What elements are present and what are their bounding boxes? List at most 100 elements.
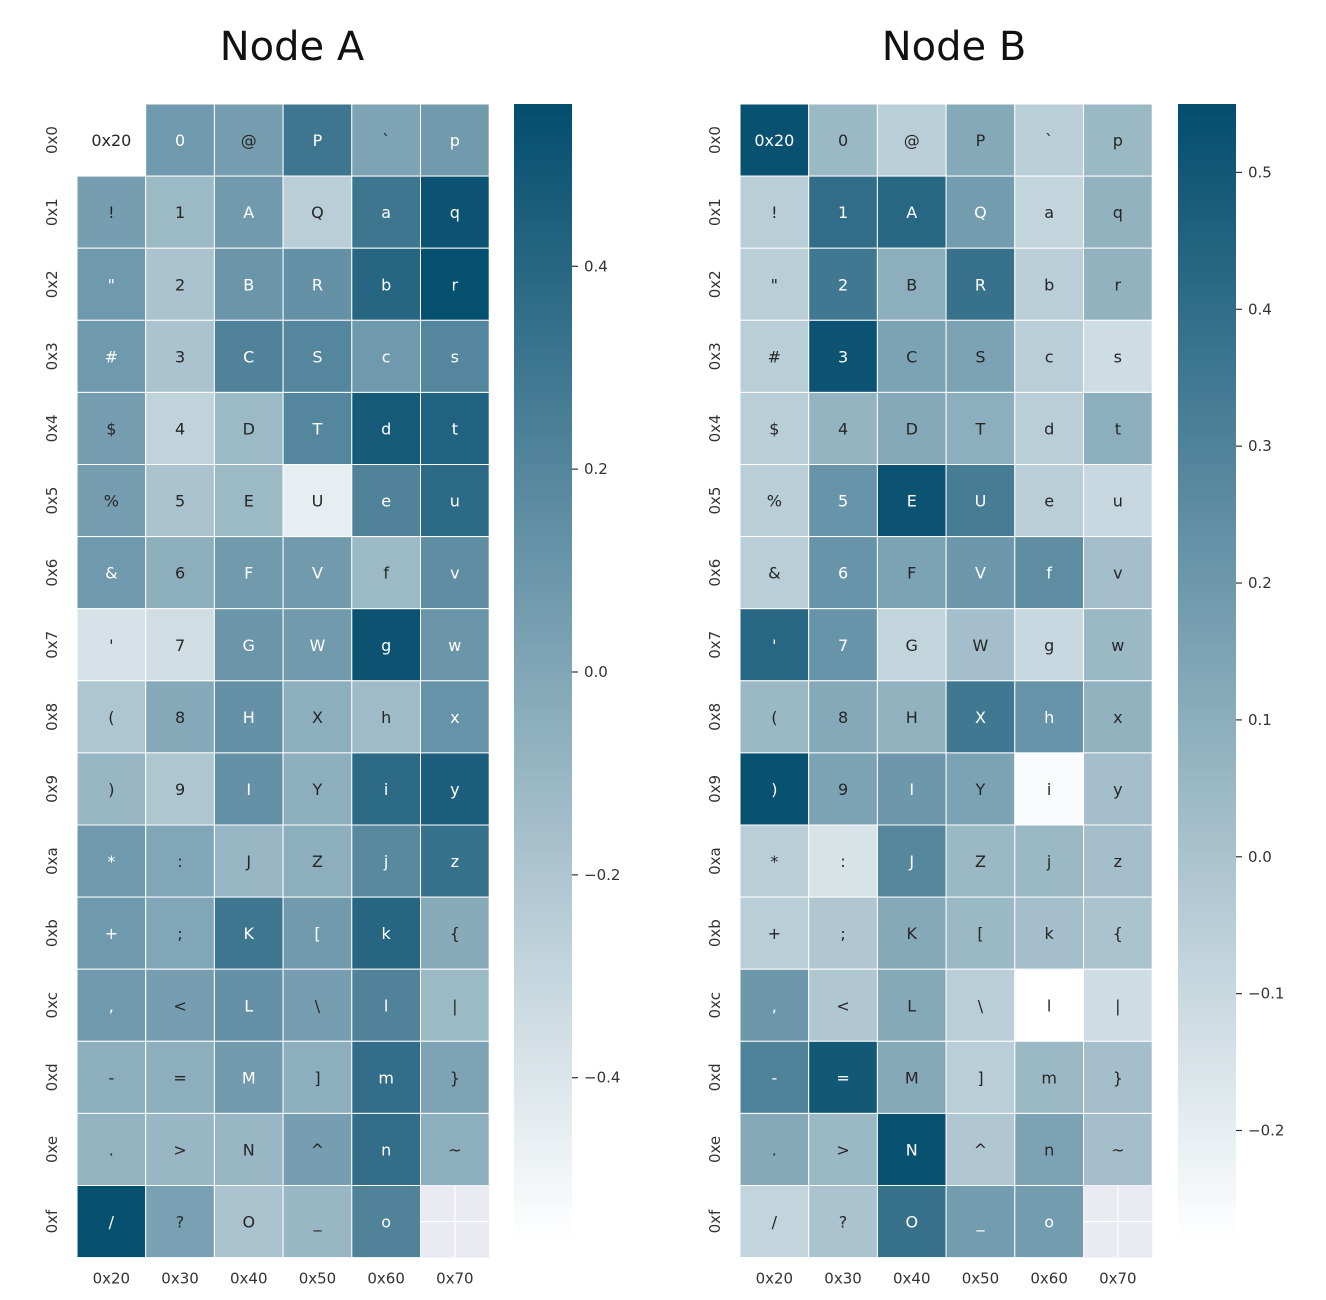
x-tick-label: 0x60: [367, 1270, 405, 1288]
heatmap-cell: [145, 103, 215, 177]
cell-label: C: [243, 347, 254, 366]
cell-label: 1: [175, 203, 185, 222]
y-tick-label: 0xe: [706, 1136, 724, 1163]
heatmap-cell: [1083, 608, 1153, 682]
colorbar-tick-label: 0.5: [1248, 163, 1272, 181]
heatmap-cell: [282, 1040, 353, 1114]
cell-label: |: [1115, 996, 1120, 1015]
heatmap-cell: [282, 608, 353, 682]
heatmap-cell: [876, 536, 947, 610]
heatmap-cell: [945, 175, 1016, 249]
x-tick-label: 0x50: [299, 1270, 337, 1288]
colorbar-tick-label: 0.0: [1248, 848, 1272, 866]
heatmap-cell: [145, 319, 215, 393]
cell-label: K: [244, 924, 255, 943]
cell-label: f: [383, 564, 389, 583]
heatmap-cell: [876, 1185, 947, 1259]
cell-label: m: [1041, 1068, 1057, 1087]
cell-label: n: [1044, 1140, 1054, 1159]
cell-label: g: [381, 636, 391, 655]
heatmap-cell: [76, 968, 147, 1042]
heatmap-cell: [145, 1185, 215, 1259]
heatmap-cell: [945, 1112, 1016, 1187]
heatmap-cell: [808, 968, 878, 1042]
y-tick-label: 0x1: [43, 198, 61, 226]
x-tick-label: 0x20: [756, 1270, 794, 1288]
cell-label: ): [771, 780, 777, 799]
heatmap-cell: [739, 391, 810, 465]
heatmap-cell: [808, 319, 878, 393]
cell-label: 7: [175, 636, 185, 655]
cell-label: p: [1113, 131, 1123, 150]
cell-label: 5: [175, 492, 185, 511]
cell-label: +: [768, 924, 781, 943]
heatmap-cell: [76, 680, 147, 754]
y-tick-label: 0x5: [706, 487, 724, 515]
heatmap-cell: [420, 247, 490, 321]
cell-label: X: [312, 708, 323, 727]
cell-label: E: [907, 492, 917, 511]
cell-label: a: [1044, 203, 1054, 222]
heatmap-cell: [282, 319, 353, 393]
y-tick-label: 0x7: [43, 631, 61, 659]
heatmap-cell: [739, 896, 810, 970]
cell-label: ": [771, 275, 778, 294]
heatmap-cell: [876, 824, 947, 898]
heatmap-cell: [1083, 968, 1153, 1042]
heatmap-cell: [739, 1040, 810, 1114]
cell-label: {: [1113, 924, 1123, 943]
y-tick-label: 0x6: [43, 559, 61, 587]
y-tick-label: 0x8: [706, 703, 724, 731]
heatmap-cell: [351, 464, 421, 538]
cell-label: 2: [175, 275, 185, 294]
heatmap-cell: [213, 1040, 284, 1114]
cell-label: b: [1044, 275, 1054, 294]
cell-label: $: [769, 419, 779, 438]
cell-label: 1: [838, 203, 848, 222]
cell-label: .: [109, 1140, 114, 1159]
heatmap-cell-missing: [1083, 1185, 1153, 1258]
colorbar-tick-label: −0.2: [1248, 1122, 1284, 1140]
cell-label: r: [1115, 275, 1122, 294]
cell-label: 4: [838, 419, 848, 438]
cell-label: h: [381, 708, 391, 727]
colorbar-tick-label: 0.0: [584, 663, 608, 681]
heatmap-cell: [1014, 319, 1084, 393]
chart-title: Node B: [882, 24, 1027, 70]
x-tick-label: 0x70: [1099, 1270, 1137, 1288]
cell-label: s: [451, 347, 459, 366]
colorbar-tick-label: −0.4: [584, 1069, 620, 1087]
heatmap-cell: [282, 247, 353, 321]
cell-label: s: [1114, 347, 1122, 366]
heatmap-cell: [282, 175, 353, 249]
cell-label: ": [108, 275, 115, 294]
heatmap-cell: [1083, 391, 1153, 465]
cell-label: -: [108, 1068, 114, 1087]
y-tick-label: 0xa: [706, 847, 724, 875]
cell-label: ': [109, 636, 113, 655]
heatmap-cell: [876, 968, 947, 1042]
heatmap-cell: [1014, 680, 1084, 754]
heatmap-cell: [282, 391, 353, 465]
cell-label: 3: [838, 347, 848, 366]
heatmap-cell: [145, 680, 215, 754]
cell-label: r: [452, 275, 459, 294]
colorbar-tick-label: −0.1: [1248, 985, 1284, 1003]
cell-label: S: [975, 347, 985, 366]
cell-label: j: [1046, 852, 1051, 871]
cell-label: .: [772, 1140, 777, 1159]
cell-label: &: [768, 564, 780, 583]
cell-label: +: [105, 924, 118, 943]
heatmap-cell: [213, 680, 284, 754]
y-tick-label: 0x3: [43, 342, 61, 370]
heatmap-cell: [76, 824, 147, 898]
heatmap-cell: [1083, 536, 1153, 610]
cell-label: q: [1113, 203, 1123, 222]
y-tick-label: 0x8: [43, 703, 61, 731]
heatmap-cell: [808, 464, 878, 538]
cell-label: ^: [974, 1140, 987, 1159]
heatmap-cell: [351, 319, 421, 393]
heatmap-cell: [1014, 752, 1084, 826]
